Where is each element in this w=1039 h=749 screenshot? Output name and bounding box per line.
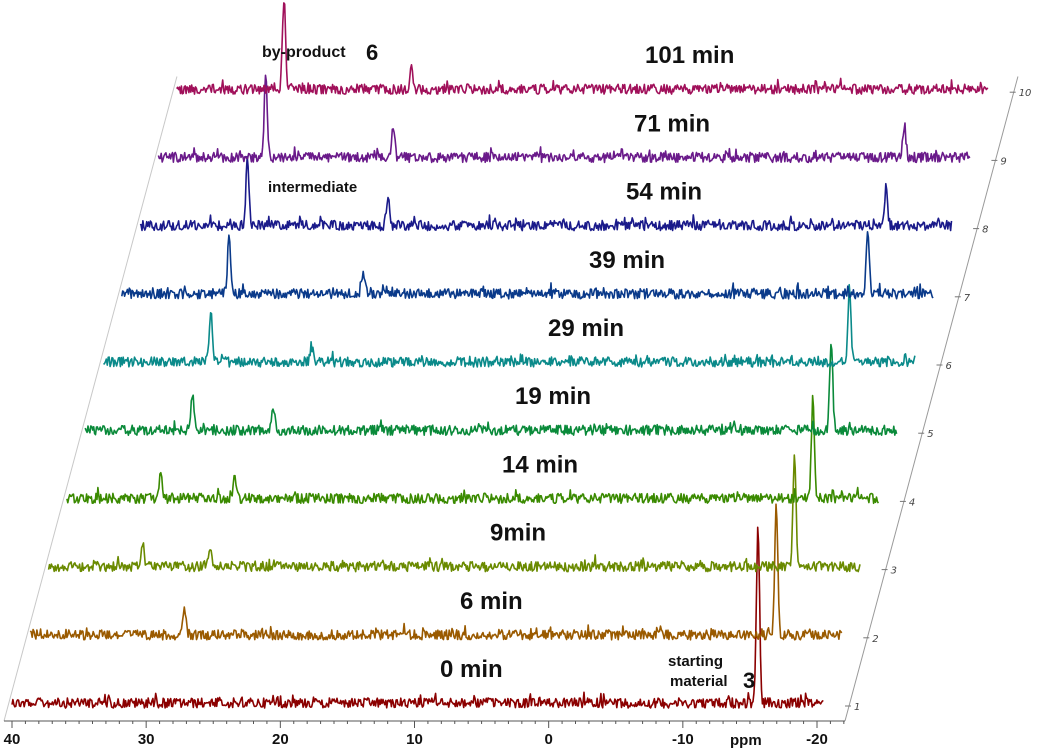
- x-tick-label: 10: [406, 731, 423, 748]
- spectrum-trace: [47, 454, 861, 573]
- trace-time-label: 6 min: [460, 588, 523, 615]
- depth-tick-label: 3: [891, 566, 897, 577]
- trace-time-label: 101 min: [645, 42, 734, 69]
- x-axis: 40 30 20 10 0 -10 -20: [4, 721, 845, 748]
- frame-left-edge: [3, 76, 178, 722]
- chart-frame: [3, 76, 1019, 722]
- spectrum-trace: [157, 74, 971, 164]
- spectrum-trace: [11, 526, 824, 709]
- trace-time-label: 0 min: [440, 656, 503, 683]
- spectrum-trace: [139, 155, 953, 232]
- x-tick-label: -20: [806, 731, 828, 748]
- starting-material-label-line2: material: [670, 673, 728, 690]
- x-tick-label: 40: [4, 731, 21, 748]
- byproduct-number: 6: [366, 40, 378, 65]
- depth-tick-label: 10: [1019, 88, 1032, 99]
- spectrum-trace: [66, 394, 880, 505]
- depth-tick-label: 6: [946, 361, 952, 372]
- trace-time-label: 54 min: [626, 179, 702, 206]
- starting-material-label-line1: starting: [668, 653, 723, 670]
- spectrum-trace: [176, 2, 989, 95]
- frame-right-edge: [844, 76, 1019, 722]
- x-axis-label: ppm: [730, 732, 762, 749]
- depth-tick-label: 1: [854, 702, 860, 713]
- starting-material-number: 3: [743, 668, 755, 693]
- spectrum-trace: [84, 343, 898, 436]
- trace-time-label: 19 min: [515, 383, 591, 410]
- x-tick-label: 0: [544, 731, 552, 748]
- trace-labels: 0 min 6 min 9min 14 min 19 min 29 min 39 min 54…: [440, 42, 734, 683]
- trace-time-label: 14 min: [502, 451, 578, 478]
- depth-axis: 1 2 3 4 5 6 7 8 9 10: [845, 88, 1031, 713]
- trace-time-label: 71 min: [634, 110, 710, 137]
- depth-tick-label: 8: [982, 225, 988, 236]
- x-tick-label: 30: [138, 731, 155, 748]
- intermediate-label: intermediate: [268, 179, 357, 196]
- depth-tick-label: 7: [964, 293, 971, 304]
- depth-tick-label: 2: [872, 634, 878, 645]
- depth-tick-label: 9: [1000, 156, 1006, 167]
- x-tick-label: -10: [672, 731, 694, 748]
- x-tick-label: 20: [272, 731, 289, 748]
- byproduct-label: by-product: [262, 44, 346, 61]
- trace-time-label: 9min: [490, 520, 546, 547]
- spectrum-trace: [103, 283, 916, 368]
- depth-tick-label: 4: [909, 497, 915, 508]
- spectrum-trace: [29, 503, 843, 641]
- spectrum-trace: [121, 231, 934, 300]
- trace-time-label: 29 min: [548, 315, 624, 342]
- spectra-group: [11, 2, 989, 709]
- trace-time-label: 39 min: [589, 247, 665, 274]
- depth-tick-label: 5: [927, 429, 933, 440]
